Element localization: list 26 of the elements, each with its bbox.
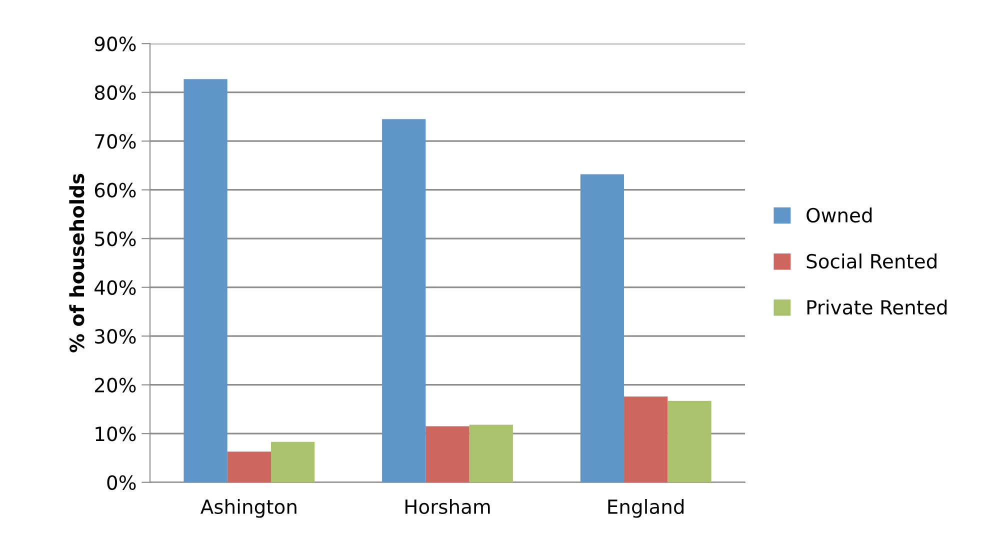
y-tick-label: 10%: [96, 426, 136, 442]
y-tick-label: 20%: [95, 378, 136, 392]
bar: [668, 400, 712, 482]
bar: [184, 79, 228, 482]
x-tick-label: Horsham: [405, 498, 490, 514]
bar: [624, 396, 668, 482]
legend-label: Owned: [806, 208, 872, 223]
bar: [580, 174, 624, 482]
legend-label: Social Rented: [806, 254, 936, 269]
y-tick-label: 30%: [95, 329, 136, 344]
bar: [426, 426, 470, 482]
y-axis-title: % of households: [69, 174, 84, 352]
y-tick-label: 80%: [94, 85, 136, 100]
y-tick-label: 40%: [94, 280, 136, 295]
y-tick-label: 60%: [94, 182, 136, 198]
x-tick-label: Ashington: [200, 498, 296, 518]
bar: [469, 424, 513, 482]
bar: [382, 119, 426, 482]
bar: [227, 452, 271, 482]
x-tick-label: England: [608, 498, 684, 518]
y-tick-label: 50%: [95, 232, 136, 246]
y-tick-label: 0%: [107, 475, 136, 490]
y-tick-label: 70%: [95, 134, 136, 149]
bar: [270, 442, 315, 482]
y-tick-label: 90%: [94, 36, 136, 52]
legend-label: Private Rented: [807, 300, 947, 315]
